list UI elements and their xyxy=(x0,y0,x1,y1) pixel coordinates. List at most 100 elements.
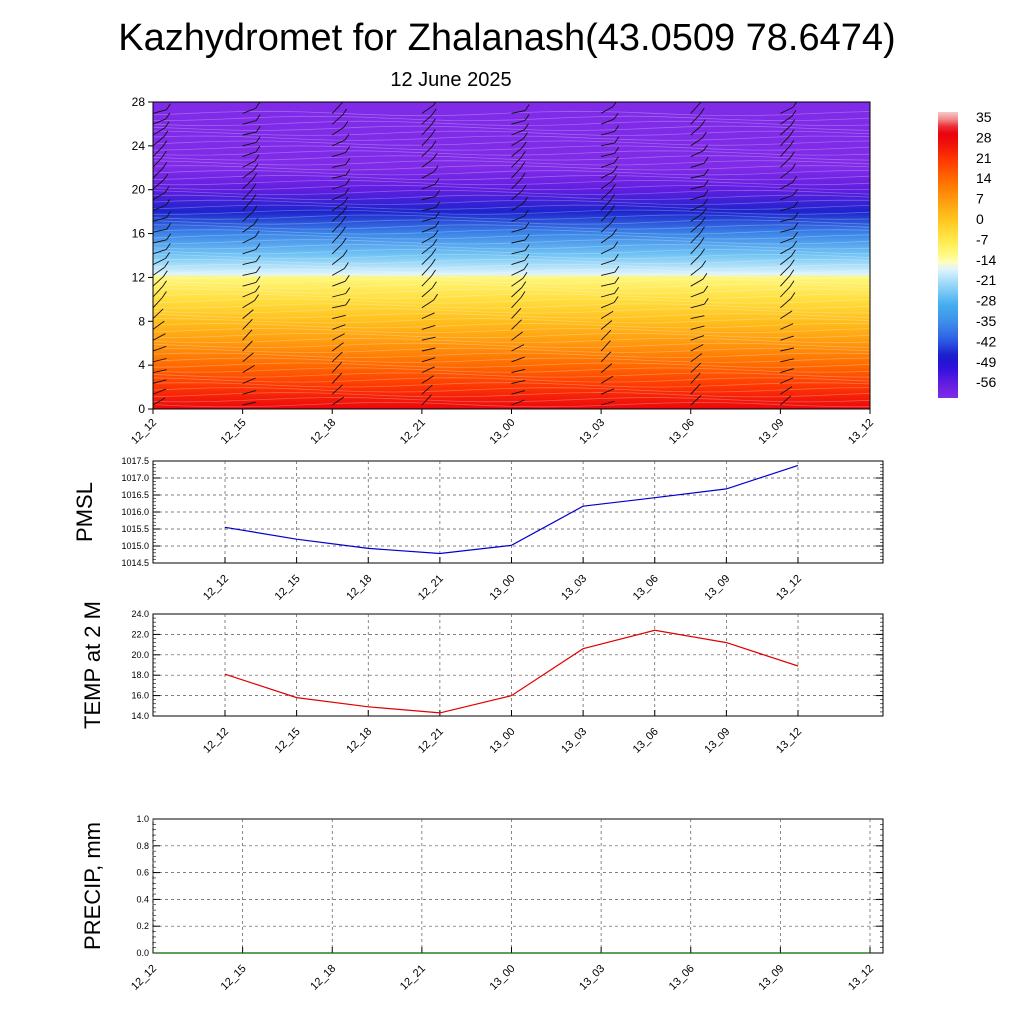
cross-section-panel: 0 4 8 12 16 20 24 28 12_12 12_15 12_18 12_21 13_00 13… xyxy=(129,95,888,447)
contour-line xyxy=(153,382,870,388)
wind-barb-flag xyxy=(255,266,261,273)
wind-barb xyxy=(869,123,870,125)
wind-barb xyxy=(332,184,346,190)
wind-barb xyxy=(690,395,702,406)
wind-barb-flag xyxy=(880,184,884,190)
wind-barb-flag xyxy=(884,245,888,251)
wind-barb xyxy=(780,377,794,384)
wind-barb-flag xyxy=(524,254,530,261)
wind-barb xyxy=(869,188,870,189)
wind-barb xyxy=(331,221,343,233)
wind-barb xyxy=(242,223,255,233)
ytick-label: 20.0 xyxy=(131,650,149,660)
wind-barb-flag xyxy=(702,207,707,215)
wind-barb xyxy=(780,275,791,287)
wind-barb-flag xyxy=(253,163,259,171)
xtick-label: 12_15 xyxy=(273,573,303,603)
wind-barb xyxy=(332,163,346,168)
colorbar-bar xyxy=(938,112,958,398)
wind-barb-flag xyxy=(166,211,171,218)
contour-line xyxy=(153,125,870,131)
wind-barb xyxy=(511,368,526,374)
wind-barb-flag xyxy=(520,161,526,169)
wind-barb xyxy=(780,106,794,114)
wind-barb xyxy=(332,193,346,201)
wind-barb xyxy=(153,136,165,147)
wind-barb xyxy=(421,135,432,147)
wind-barb-flag xyxy=(345,168,351,176)
wind-barb-flag xyxy=(704,168,709,176)
wind-barb xyxy=(600,310,614,319)
wind-barb xyxy=(153,192,166,201)
wind-barb-flag xyxy=(610,194,615,201)
wind-barb xyxy=(869,307,870,308)
contour-line xyxy=(153,377,870,383)
wind-barb xyxy=(869,393,870,395)
xtick-label: 12_12 xyxy=(129,963,159,993)
xtick-label: 13_12 xyxy=(846,963,876,993)
wind-barb-flag xyxy=(613,241,619,248)
wind-barb-flag xyxy=(882,283,886,289)
wind-barb xyxy=(511,331,523,341)
series-line xyxy=(224,629,799,714)
heatmap-ytick-label: 16 xyxy=(132,227,146,241)
colorbar-label: 21 xyxy=(976,150,992,166)
wind-barb xyxy=(601,282,615,287)
wind-barb-flag xyxy=(793,188,798,196)
wind-barb xyxy=(511,147,523,157)
contour-line xyxy=(153,308,870,314)
wind-barb xyxy=(600,171,614,179)
wind-barb xyxy=(869,231,870,233)
wind-barb-flag xyxy=(524,123,529,130)
ytick-label: 22.0 xyxy=(131,629,149,639)
wind-barb xyxy=(600,259,615,266)
wind-barb xyxy=(511,215,525,222)
wind-barb xyxy=(331,396,345,406)
wind-barb-flag xyxy=(881,196,885,202)
wind-barb xyxy=(690,278,704,287)
wind-barb xyxy=(780,169,792,179)
wind-barb-flag xyxy=(520,172,526,180)
wind-barb-flag xyxy=(433,229,439,237)
wind-barb xyxy=(332,268,345,276)
wind-barb xyxy=(511,307,522,319)
wind-barb xyxy=(421,287,433,298)
wind-barb-flag xyxy=(699,107,705,115)
wind-barb xyxy=(153,146,164,157)
wind-barb xyxy=(869,350,870,351)
wind-barb xyxy=(600,106,614,114)
wind-barb xyxy=(242,390,257,395)
xtick-label: 13_12 xyxy=(774,573,804,603)
wind-barb xyxy=(780,286,791,298)
wind-barb-flag xyxy=(703,285,709,293)
wind-barb xyxy=(869,382,870,384)
wind-barb xyxy=(600,363,613,373)
heatmap-xtick-label: 13_03 xyxy=(577,417,607,447)
wind-barb xyxy=(690,362,702,373)
contour-line xyxy=(153,258,870,265)
wind-barb xyxy=(242,352,254,363)
wind-barb xyxy=(332,202,345,211)
wind-barb-flag xyxy=(703,189,709,197)
wind-barb-flag xyxy=(524,209,529,217)
contour-line xyxy=(153,234,870,240)
wind-barb-flag xyxy=(520,291,526,298)
wind-barb xyxy=(242,377,256,384)
wind-barb xyxy=(780,145,791,157)
wind-barb xyxy=(332,126,345,136)
wind-barb xyxy=(421,254,433,265)
wind-barb-flag xyxy=(435,211,440,219)
wind-barb xyxy=(242,107,256,114)
wind-barb-flag xyxy=(613,112,619,120)
wind-barb-flag xyxy=(434,178,440,185)
wind-barb xyxy=(242,365,255,373)
wind-barb-flag xyxy=(431,108,437,116)
wind-barb xyxy=(242,401,257,406)
wind-barb xyxy=(421,124,432,136)
colorbar-label: -42 xyxy=(976,333,996,349)
wind-barb xyxy=(600,302,615,309)
contour-line xyxy=(153,397,870,403)
wind-barb-flag xyxy=(702,272,708,280)
wind-barb-flag xyxy=(433,165,439,172)
wind-barb xyxy=(511,344,525,352)
